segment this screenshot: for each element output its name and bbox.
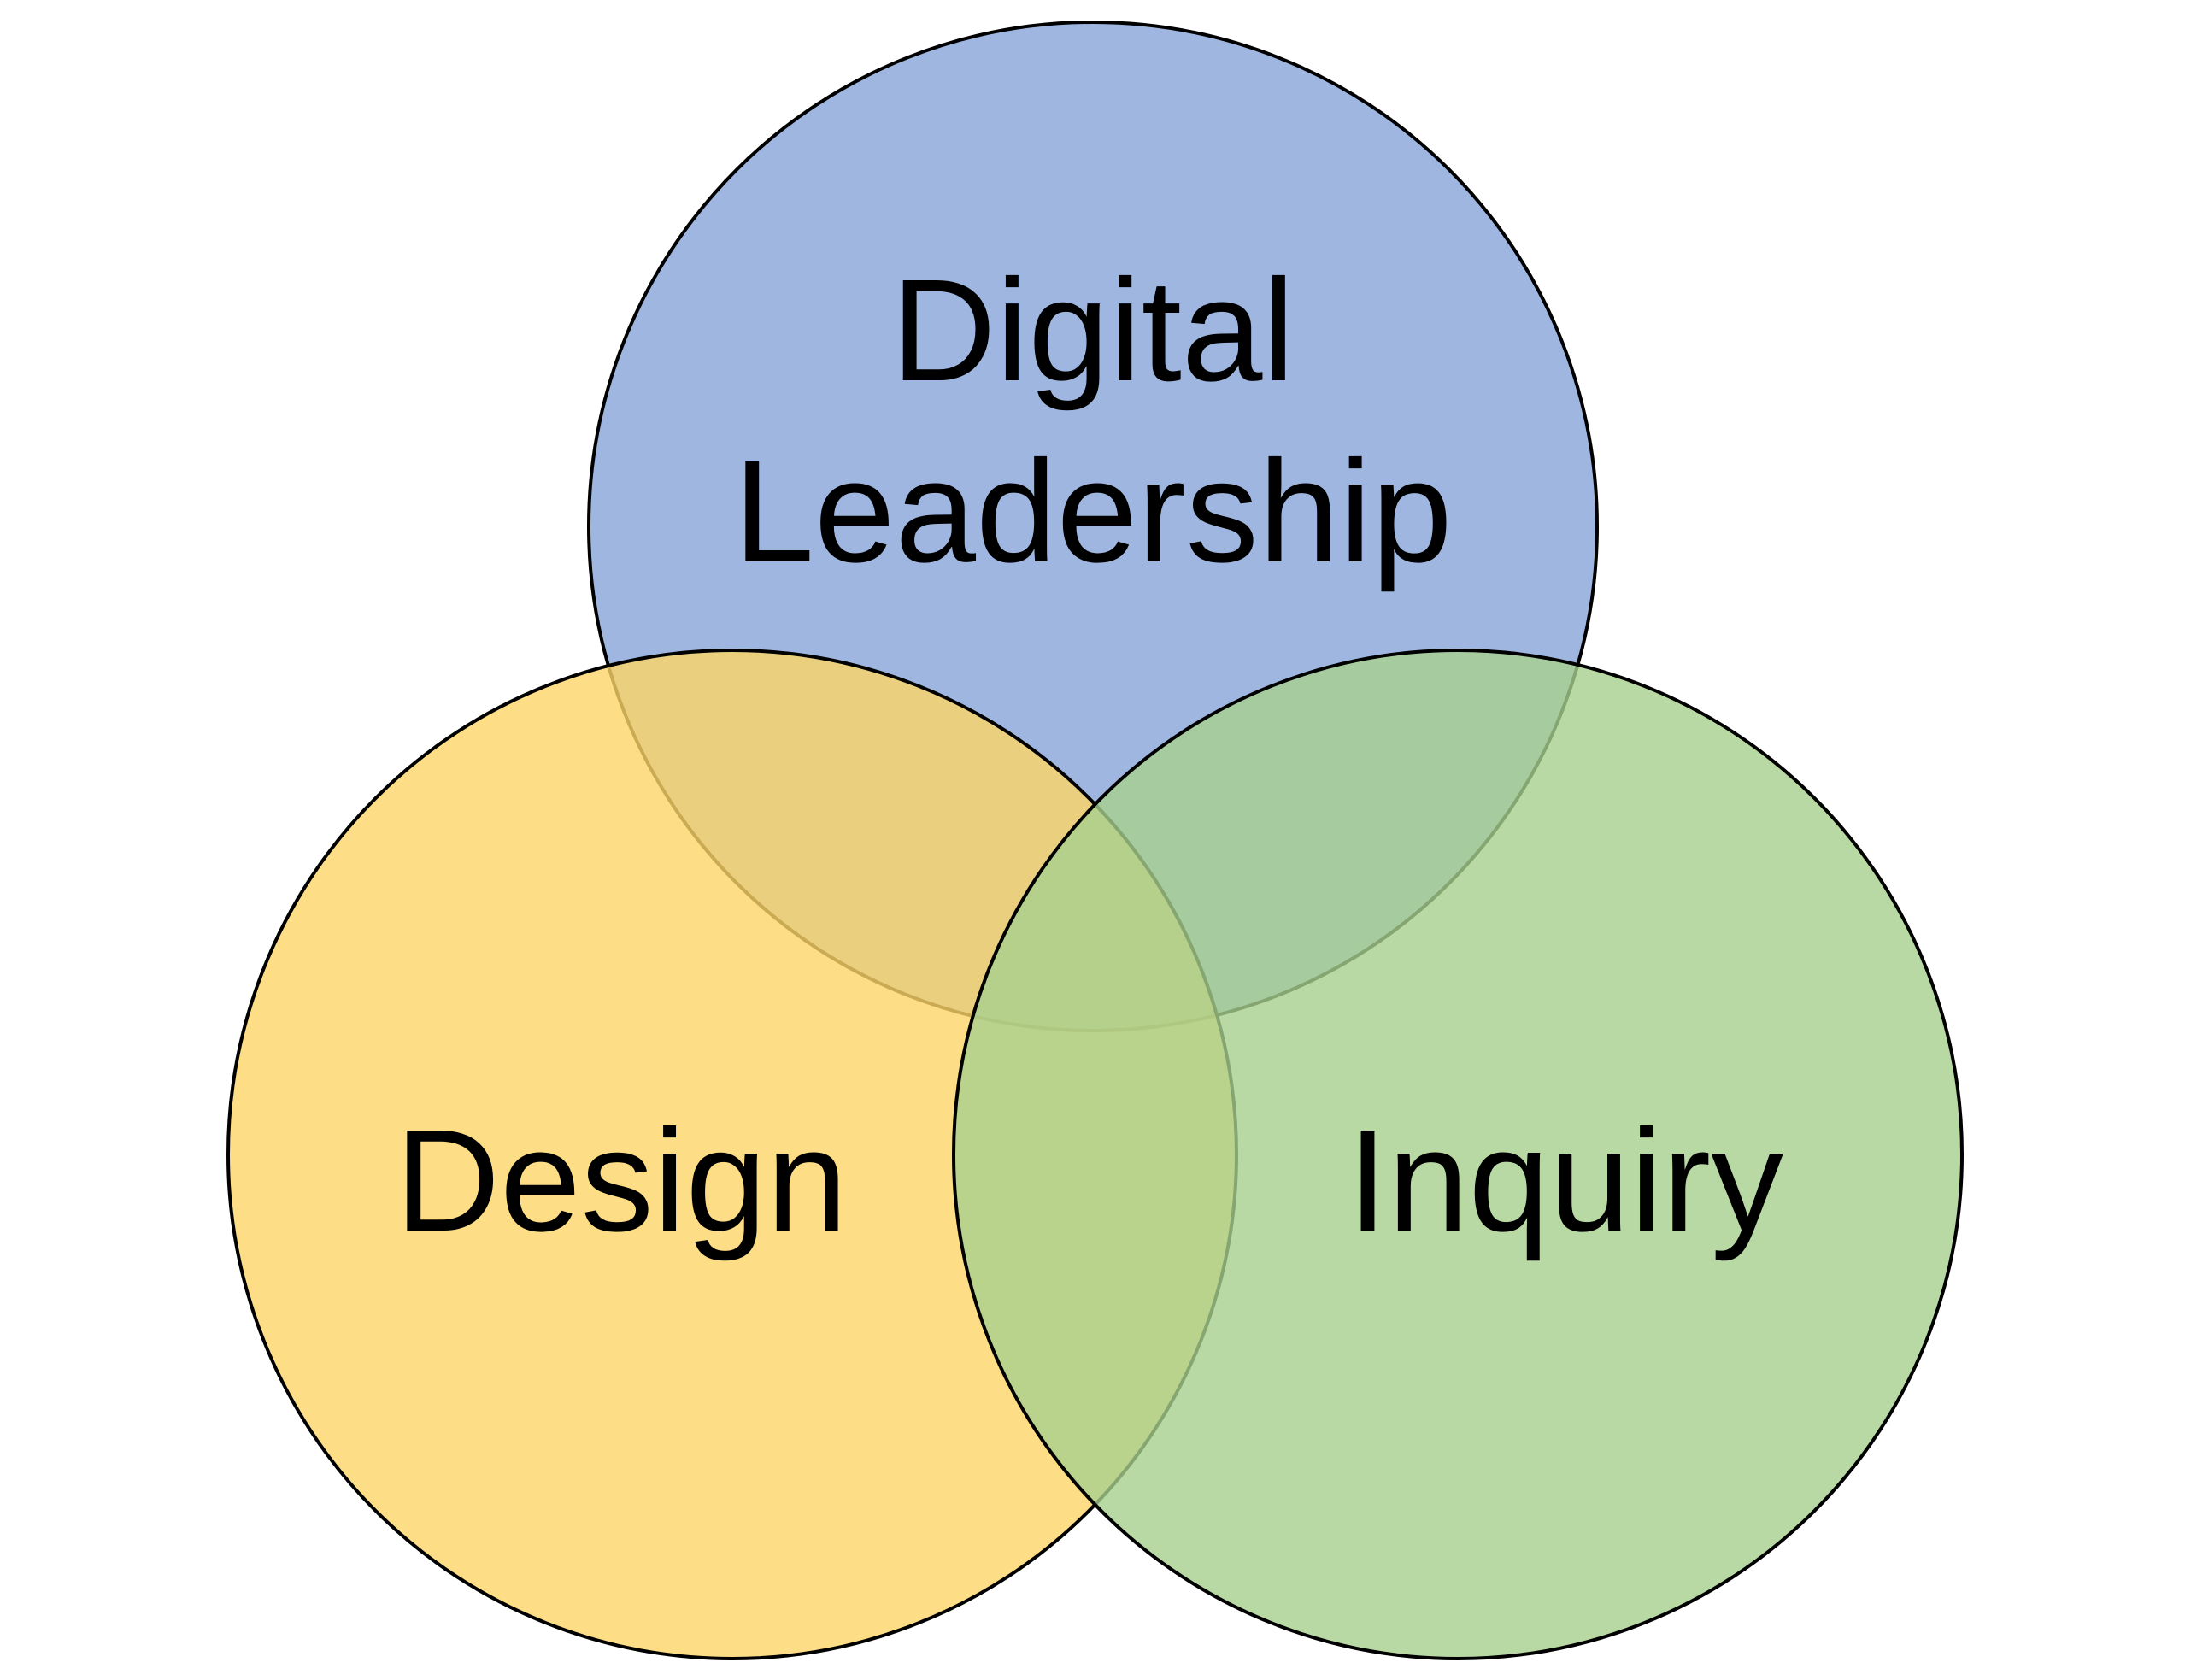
design-label: Design <box>395 1100 847 1262</box>
digital-leadership-label: Digital <box>891 250 1295 412</box>
inquiry-label: Inquiry <box>1348 1100 1783 1262</box>
inquiry-circle <box>952 649 1964 1660</box>
digital-leadership-label-line2: Leadership <box>733 431 1452 593</box>
